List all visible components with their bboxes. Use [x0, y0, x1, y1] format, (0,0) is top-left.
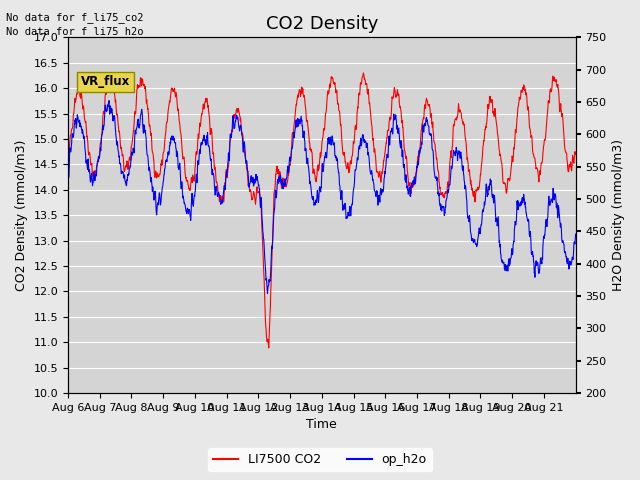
Title: CO2 Density: CO2 Density	[266, 15, 378, 33]
Legend: LI7500 CO2, op_h2o: LI7500 CO2, op_h2o	[209, 448, 431, 471]
X-axis label: Time: Time	[307, 419, 337, 432]
Y-axis label: CO2 Density (mmol/m3): CO2 Density (mmol/m3)	[15, 140, 28, 291]
Y-axis label: H2O Density (mmol/m3): H2O Density (mmol/m3)	[612, 139, 625, 291]
Text: VR_flux: VR_flux	[81, 75, 130, 88]
Text: No data for f_li75_h2o: No data for f_li75_h2o	[6, 26, 144, 37]
Text: No data for f_li75_co2: No data for f_li75_co2	[6, 12, 144, 23]
